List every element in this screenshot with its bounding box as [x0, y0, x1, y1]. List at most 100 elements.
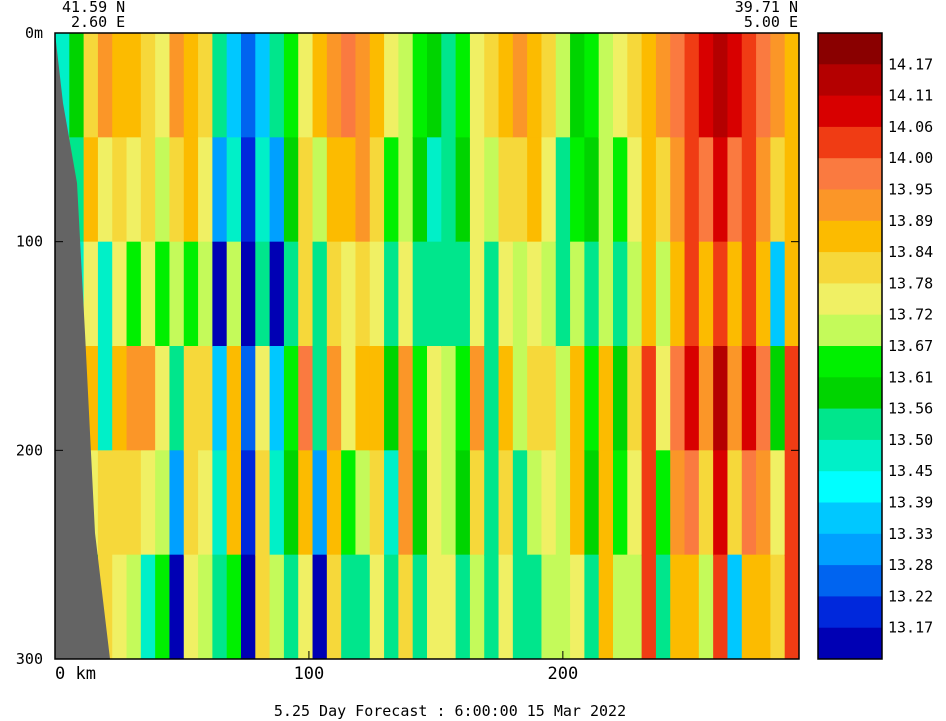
field-cell [670, 450, 686, 556]
field-cell [341, 554, 357, 659]
field-cell [269, 346, 285, 452]
field-cell [255, 346, 271, 452]
y-tick-label: 200 [16, 441, 43, 459]
field-cell [155, 241, 171, 347]
field-cell [670, 33, 686, 139]
field-cell [341, 450, 357, 556]
field-cell [398, 450, 414, 556]
plot-frame [54, 32, 800, 660]
field-cell [212, 346, 228, 452]
field-cell [341, 33, 357, 139]
field-cell [369, 554, 386, 659]
field-cell [312, 346, 328, 452]
field-cell [555, 33, 572, 139]
field-cell [727, 241, 743, 347]
field-cell [241, 554, 257, 659]
field-cell [398, 554, 414, 659]
field-cell [198, 346, 214, 452]
field-cell [326, 554, 343, 659]
field-cell [97, 241, 114, 347]
field-cell [455, 450, 471, 556]
forecast-time: 6:00:00 [454, 702, 518, 720]
colorbar-swatch [818, 533, 882, 566]
field-cell [355, 33, 371, 139]
colorbar-swatch [818, 627, 882, 660]
field-cell [455, 33, 471, 139]
x-tick-label: 200 [547, 664, 578, 684]
field-cell [126, 241, 142, 347]
field-cell [641, 137, 657, 243]
field-cell [541, 137, 557, 243]
field-cell [198, 241, 214, 347]
colorbar-label: 14.06 [888, 118, 933, 136]
field-cell [541, 554, 557, 659]
field-cell [655, 450, 672, 556]
field-cell [770, 137, 786, 243]
field-cell [655, 241, 672, 347]
field-cell [527, 137, 543, 243]
start-longitude: 2.60 E [71, 13, 126, 31]
field-cell [355, 137, 371, 243]
field-cell [169, 450, 185, 556]
field-cell [241, 241, 257, 347]
field-cell [684, 33, 700, 139]
colorbar-label: 13.22 [888, 587, 933, 605]
field-cell [684, 554, 700, 659]
field-cell [684, 450, 700, 556]
field-cell [784, 450, 799, 556]
field-cell [598, 450, 614, 556]
colorbar: 14.17 14.11 14.06 14.00 13.95 13.89 13.84 13.78… [817, 32, 933, 660]
field-cell [756, 450, 772, 556]
field-cell [241, 33, 257, 139]
field-cell [369, 346, 386, 452]
field-cell [298, 450, 314, 556]
colorbar-label: 14.17 [888, 55, 933, 73]
field-cell [770, 450, 786, 556]
field-cell [469, 137, 486, 243]
field-cell [756, 33, 772, 139]
field-cell [655, 137, 672, 243]
colorbar-swatch [818, 502, 882, 535]
field-cell [484, 346, 500, 452]
field-cell [670, 554, 686, 659]
field-cell [126, 346, 142, 452]
field-cell [784, 346, 799, 452]
field-cell [498, 241, 514, 347]
field-cell [140, 137, 157, 243]
field-cell [627, 450, 643, 556]
field-cell [412, 346, 428, 452]
field-cell [498, 33, 514, 139]
field-cell [226, 137, 242, 243]
colorbar-swatch [818, 64, 882, 97]
colorbar-swatch [818, 565, 882, 597]
forecast-label: 5.25 Day Forecast : [273, 702, 446, 720]
field-cell [312, 554, 328, 659]
end-coordinates: 39.71 N 5.00 E [735, 0, 798, 30]
field-cell [756, 137, 772, 243]
field-cell [584, 554, 600, 659]
field-cell [584, 33, 600, 139]
field-cell [341, 137, 357, 243]
field-cell [670, 346, 686, 452]
field-cell [269, 450, 285, 556]
field-cell [369, 137, 386, 243]
colorbar-swatch [818, 220, 882, 253]
colorbar-swatch [818, 314, 882, 347]
field-cell [441, 346, 457, 452]
field-cell [512, 137, 529, 243]
field-cell [212, 241, 228, 347]
field-cell [298, 137, 314, 243]
field-cell [527, 346, 543, 452]
field-cell [183, 33, 200, 139]
field-cell [498, 346, 514, 452]
x-tick-label: 100 [294, 664, 325, 684]
field-cell [641, 554, 657, 659]
field-cell [298, 554, 314, 659]
field-cell [226, 346, 242, 452]
field-cell [627, 33, 643, 139]
colorbar-swatch [818, 377, 882, 410]
colorbar-swatch [818, 95, 882, 128]
field-cell [498, 137, 514, 243]
field-cell [541, 33, 557, 139]
field-cell [584, 450, 600, 556]
